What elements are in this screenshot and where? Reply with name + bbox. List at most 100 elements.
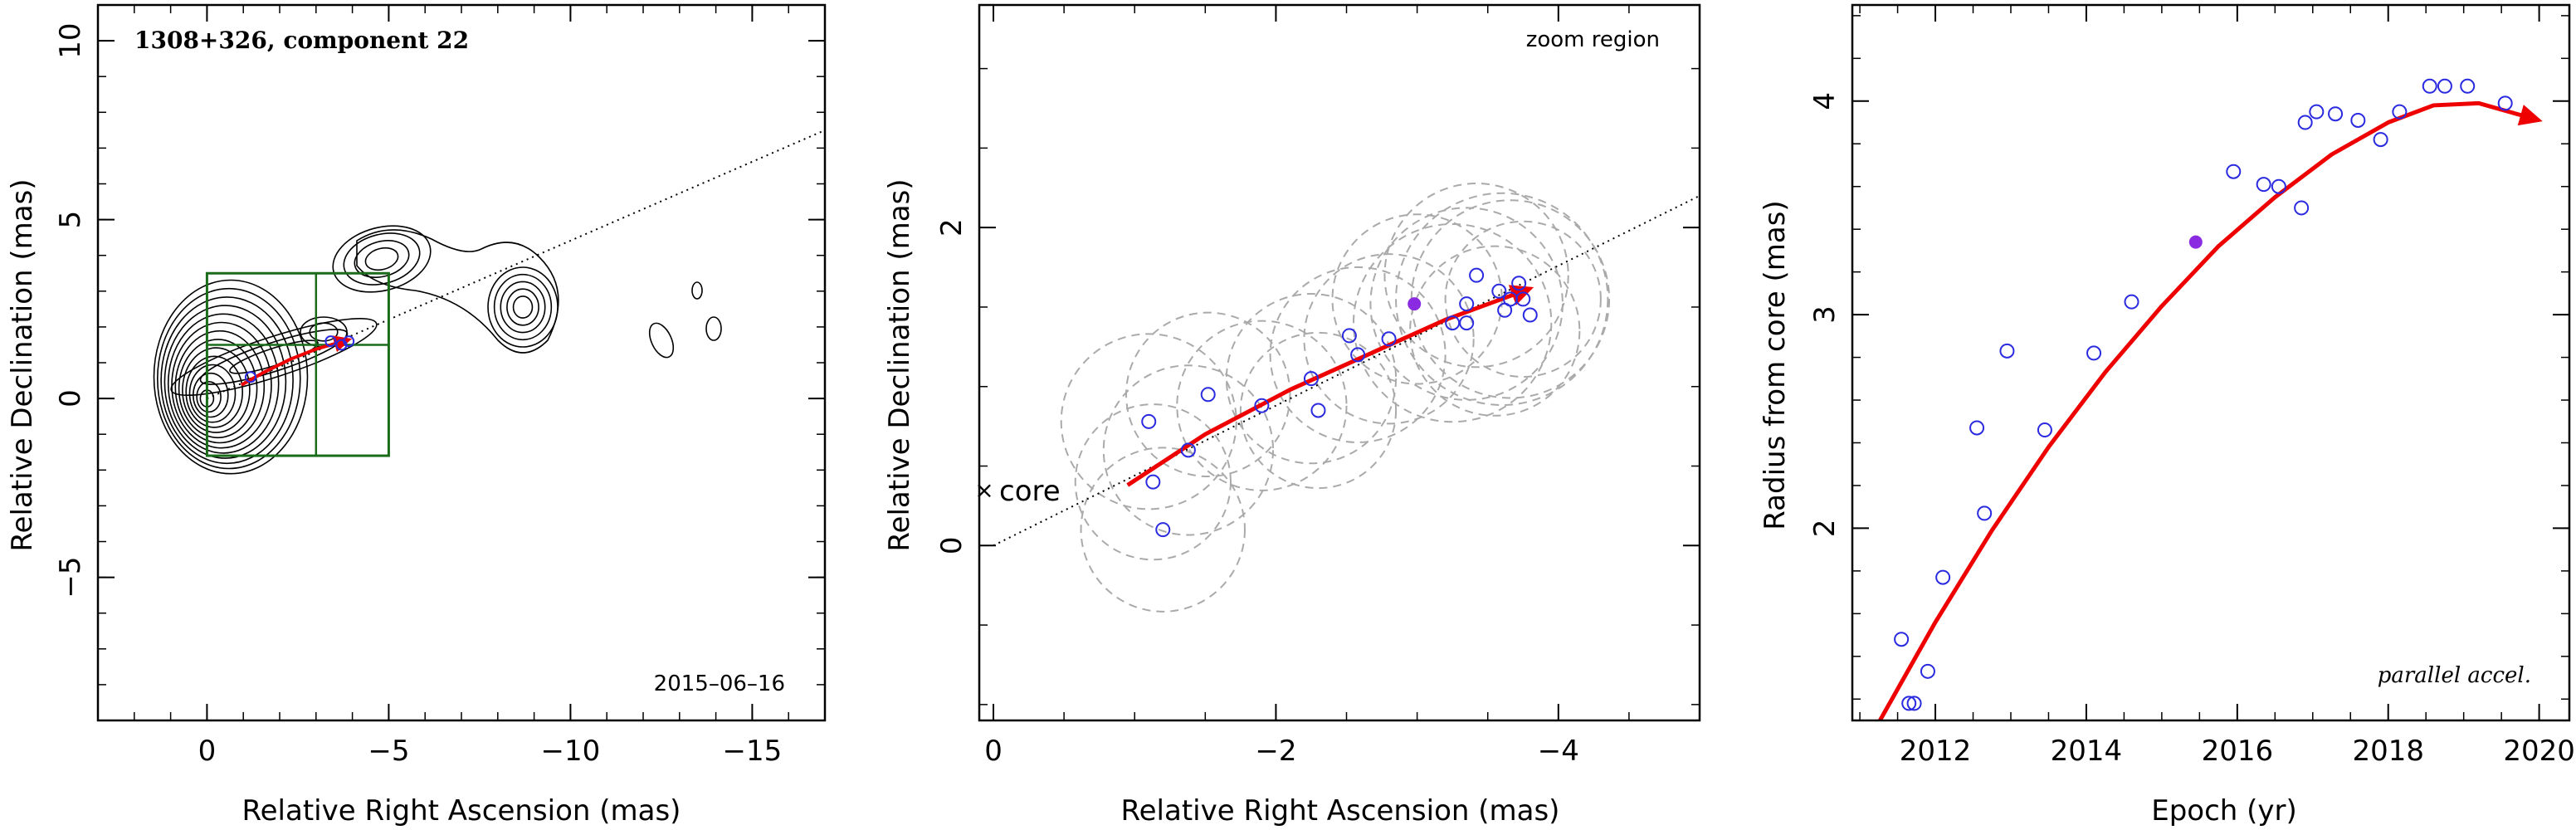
middle-data-point xyxy=(1200,387,1216,403)
right-data-point xyxy=(2294,200,2310,216)
outer-component-contour xyxy=(648,322,675,359)
uncertainty-circle xyxy=(1383,183,1569,369)
middle-annotation: zoom region xyxy=(1526,27,1660,52)
left-plot-content xyxy=(153,129,825,475)
left-y-tick-label: 10 xyxy=(54,22,87,58)
middle-y-axis-title: Relative Declination (mas) xyxy=(883,178,916,551)
right-data-point xyxy=(2297,115,2313,130)
core-cross-icon: × xyxy=(974,476,993,504)
right-data-point xyxy=(2497,95,2513,111)
uncertainty-circle xyxy=(1410,199,1611,399)
jet-outer-contour xyxy=(356,229,559,354)
middle-data-point xyxy=(1491,283,1507,299)
middle-trajectory-arrowhead xyxy=(1508,285,1534,305)
middle-jet-axis-line xyxy=(993,194,1700,547)
middle-data-point xyxy=(1141,413,1157,429)
uncertainty-circle xyxy=(1269,266,1447,443)
middle-plot-content xyxy=(993,183,1700,613)
uncertainty-circle xyxy=(1444,220,1602,378)
right-data-point xyxy=(2124,294,2139,310)
middle-data-point xyxy=(1459,315,1475,331)
jet-contour xyxy=(500,281,546,334)
right-data-point xyxy=(1969,420,1985,436)
left-x-tick-label: −10 xyxy=(541,735,601,768)
uncertainty-circle xyxy=(1369,207,1564,401)
right-data-point xyxy=(2309,104,2325,120)
right-data-point xyxy=(1999,343,2015,359)
right-data-point xyxy=(2460,78,2476,94)
middle-data-point xyxy=(1180,442,1196,458)
middle-data-point xyxy=(1310,403,1326,418)
middle-highlight-point xyxy=(1408,297,1422,311)
left-x-tick-label: −15 xyxy=(723,735,783,768)
uncertainty-circle xyxy=(1102,364,1275,536)
core-contour xyxy=(174,330,266,444)
right-x-axis-title: Epoch (yr) xyxy=(2151,794,2297,828)
right-data-point xyxy=(2350,112,2366,128)
uncertainty-circle xyxy=(1176,320,1348,491)
middle-ticks: 0 −2 −4 0 2 xyxy=(935,5,1700,768)
middle-y-tick-label: 0 xyxy=(935,536,968,554)
right-x-tick-label: 2020 xyxy=(2503,735,2575,768)
uncertainty-circle xyxy=(1074,403,1232,561)
jet-contour xyxy=(487,266,559,348)
panel-left-map: 0 −5 −10 −15 −5 0 5 10 1308+326, component 22 2… xyxy=(6,3,827,828)
uncertainty-circle xyxy=(1125,311,1291,478)
core-contour xyxy=(160,296,294,465)
right-y-tick-label: 2 xyxy=(1808,520,1842,538)
left-y-tick-label: 5 xyxy=(54,211,87,229)
core-contour xyxy=(185,355,244,428)
left-date-label: 2015–06–16 xyxy=(654,671,785,696)
right-y-tick-label: 4 xyxy=(1808,92,1842,110)
left-points xyxy=(244,335,355,383)
middle-y-tick-label: 2 xyxy=(935,218,968,237)
right-highlight-point xyxy=(2188,235,2203,249)
middle-trajectory-arrow xyxy=(1126,289,1525,487)
zoom-box-outline xyxy=(205,271,390,457)
middle-data-point xyxy=(1350,347,1366,363)
left-data-point xyxy=(324,335,337,348)
middle-data-point xyxy=(1155,522,1171,538)
uncertainty-circle xyxy=(1225,293,1398,465)
jet-contour xyxy=(493,273,553,341)
left-y-tick-label: −5 xyxy=(54,557,87,598)
left-x-tick-label: 0 xyxy=(198,735,217,768)
middle-data-point xyxy=(1254,398,1270,413)
right-x-tick-label: 2018 xyxy=(2352,735,2424,768)
core-contour xyxy=(167,313,280,454)
uncertainty-circle xyxy=(1303,253,1475,425)
right-data-point xyxy=(1977,505,1993,521)
right-x-tick-label: 2012 xyxy=(1900,735,1972,768)
middle-data-point xyxy=(1341,328,1357,344)
outer-component-contour xyxy=(705,316,722,341)
left-zoom-box xyxy=(205,271,390,457)
right-data-point xyxy=(2271,178,2286,194)
middle-data-point xyxy=(1522,307,1538,323)
right-data-point xyxy=(1901,696,1917,711)
core-contour xyxy=(182,347,251,433)
jet-contour xyxy=(332,225,432,293)
right-points xyxy=(1894,78,2513,711)
middle-x-tick-label: −2 xyxy=(1255,735,1296,768)
left-x-axis-title: Relative Right Ascension (mas) xyxy=(242,794,681,828)
middle-plot-frame xyxy=(978,3,1701,722)
right-y-axis-title: Radius from core (mas) xyxy=(1759,200,1792,530)
right-trajectory-arrow xyxy=(1877,100,2533,720)
middle-x-axis-title: Relative Right Ascension (mas) xyxy=(1121,794,1560,828)
right-data-point xyxy=(2392,104,2408,120)
core-marker: × core xyxy=(974,475,1060,508)
right-trajectory-arrowhead xyxy=(2517,105,2543,126)
right-data-point xyxy=(1906,696,1922,711)
uncertainty-circle xyxy=(1409,245,1581,417)
left-jet-axis-line xyxy=(207,129,825,400)
right-data-point xyxy=(2037,422,2052,438)
middle-data-point xyxy=(1303,371,1319,387)
middle-data-point xyxy=(1445,315,1461,331)
core-contour xyxy=(188,364,237,423)
middle-data-point xyxy=(1381,331,1397,347)
core-contour xyxy=(153,279,309,475)
right-data-point xyxy=(2437,78,2452,94)
core-contour xyxy=(196,381,222,413)
